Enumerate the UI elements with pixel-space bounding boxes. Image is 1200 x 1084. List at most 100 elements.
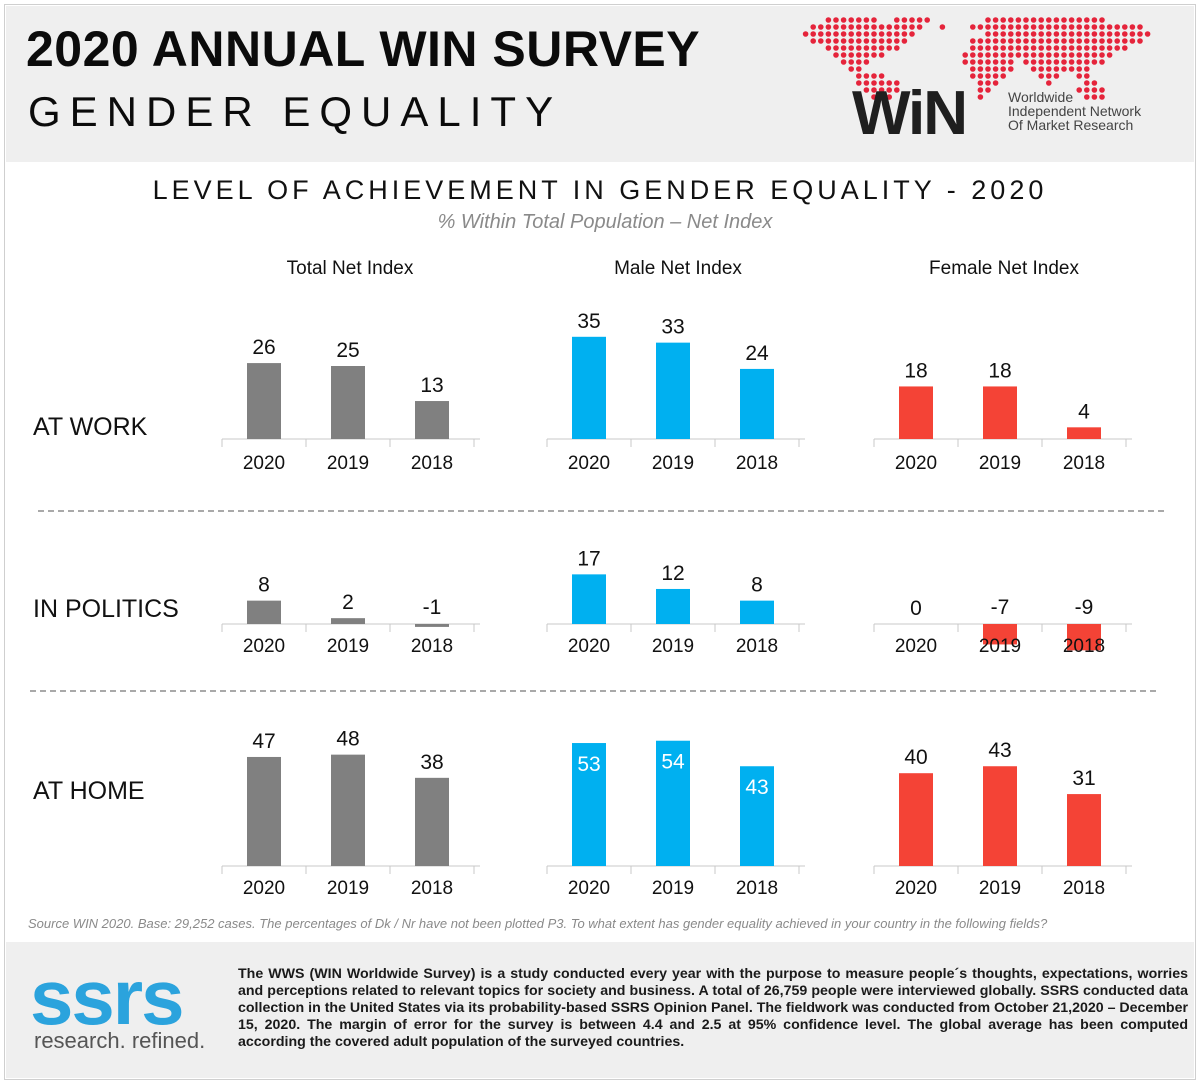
map-dot [992, 17, 999, 23]
bar [983, 386, 1017, 439]
map-dot [1046, 73, 1052, 79]
data-label: 12 [661, 562, 684, 585]
map-dot [1091, 24, 1098, 30]
map-dot [840, 31, 847, 37]
map-dot [1106, 52, 1113, 58]
map-dot [977, 80, 984, 86]
map-dot [1061, 66, 1067, 72]
map-dot [886, 31, 892, 37]
map-dot [1068, 24, 1075, 30]
map-dot [985, 45, 991, 51]
category-label: 2018 [736, 636, 778, 657]
map-dot [985, 73, 991, 79]
map-dot [878, 38, 885, 44]
map-dot [878, 80, 885, 86]
map-dot [1008, 66, 1014, 72]
map-dot [985, 38, 991, 44]
map-dot [970, 38, 976, 44]
map-dot [1091, 80, 1098, 86]
map-dot [871, 38, 877, 44]
map-dot [871, 94, 877, 100]
map-dot [1046, 59, 1052, 65]
map-dot [1076, 31, 1082, 37]
win-logo-tagline: Worldwide Independent Network Of Market … [1008, 90, 1141, 132]
map-dot [1030, 31, 1037, 37]
map-dot [1061, 38, 1067, 44]
map-dot [985, 87, 991, 93]
map-dot [1015, 38, 1022, 44]
category-label: 2020 [243, 636, 285, 657]
map-dot [939, 24, 946, 30]
data-label: 8 [751, 574, 763, 597]
map-dot [1091, 38, 1098, 44]
map-dot [1122, 31, 1128, 37]
map-dot [992, 80, 999, 86]
bar [572, 743, 606, 866]
map-dot [1015, 52, 1022, 58]
map-dot [1061, 24, 1067, 30]
map-dot [1000, 66, 1006, 72]
map-dot [1038, 59, 1044, 65]
map-dot [856, 17, 862, 23]
map-dot [901, 24, 908, 30]
map-dot [1023, 52, 1029, 58]
map-dot [856, 38, 862, 44]
map-dot [1000, 31, 1006, 37]
map-dot [977, 87, 984, 93]
map-dot [970, 59, 976, 65]
map-dot [1076, 52, 1082, 58]
map-dot [977, 66, 984, 72]
map-dot [985, 80, 991, 86]
data-label: 8 [258, 574, 270, 597]
map-dot [1091, 17, 1098, 23]
map-dot [1061, 17, 1067, 23]
map-dot [863, 38, 870, 44]
column-header-total: Total Net Index [286, 258, 414, 279]
map-dot [1038, 73, 1044, 79]
map-dot [1076, 24, 1082, 30]
map-dot [985, 24, 991, 30]
map-dot [833, 45, 839, 51]
map-dot [1099, 31, 1105, 37]
map-dot [1000, 52, 1006, 58]
data-label: -7 [991, 596, 1010, 619]
column-header-male: Male Net Index [614, 258, 742, 279]
map-dot [840, 59, 847, 65]
win-logo: WiN [802, 17, 1151, 148]
map-dot [1084, 87, 1090, 93]
map-dot [825, 31, 832, 37]
category-label: 2020 [568, 453, 610, 474]
map-dot [1091, 52, 1098, 58]
map-dot [871, 45, 877, 51]
map-dot [833, 24, 839, 30]
map-dot [1099, 38, 1105, 44]
map-dot [1000, 24, 1006, 30]
category-label: 2020 [243, 878, 285, 899]
map-dot [878, 24, 885, 30]
map-dot [1137, 38, 1143, 44]
category-label: 2018 [411, 453, 453, 474]
map-dot [878, 31, 885, 37]
map-dot [878, 45, 885, 51]
map-dot [818, 38, 824, 44]
map-dot [825, 45, 832, 51]
map-dot [840, 38, 847, 44]
page-frame [4, 4, 1196, 1080]
map-dot [848, 59, 854, 65]
footer-banner [6, 942, 1194, 1078]
data-label: 18 [988, 359, 1011, 382]
map-dot [1053, 24, 1060, 30]
map-dot [1046, 24, 1052, 30]
map-dot [833, 31, 839, 37]
map-dot [1068, 59, 1075, 65]
map-dot [894, 24, 900, 30]
map-dot [1053, 73, 1060, 79]
bar [415, 401, 449, 439]
category-label: 2018 [411, 878, 453, 899]
map-dot [1076, 59, 1082, 65]
bar [740, 766, 774, 866]
map-dot [1099, 52, 1105, 58]
bar [572, 336, 606, 439]
map-dot [985, 59, 991, 65]
